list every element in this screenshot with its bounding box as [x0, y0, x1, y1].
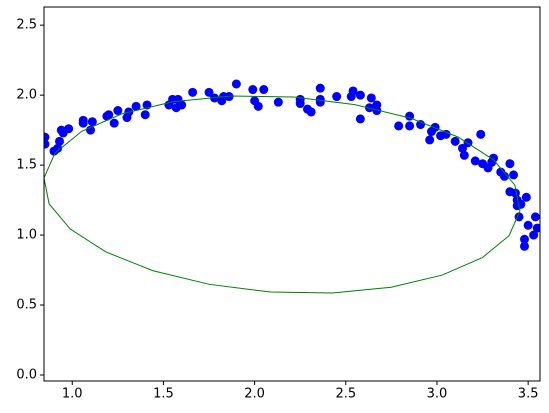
y-tick-label: 2.0: [16, 88, 37, 103]
data-point: [366, 93, 376, 103]
data-point: [295, 99, 305, 109]
x-tick-label: 2.5: [335, 387, 356, 402]
data-point: [489, 153, 498, 163]
data-point: [430, 122, 440, 132]
data-point: [131, 101, 141, 111]
data-point: [405, 121, 415, 131]
x-tick-label: 1.0: [62, 387, 83, 402]
plot-area: [44, 79, 540, 294]
x-tick-label: 3.5: [518, 387, 539, 402]
data-point: [53, 143, 63, 153]
data-point: [140, 110, 150, 120]
data-point: [78, 115, 88, 125]
data-point: [177, 100, 187, 110]
data-point: [416, 120, 426, 130]
data-point: [348, 86, 358, 96]
data-point: [394, 121, 404, 131]
data-point: [372, 106, 382, 116]
data-point: [204, 87, 214, 97]
data-point: [520, 234, 529, 244]
data-point: [44, 132, 50, 142]
y-tick-label: 2.5: [16, 18, 37, 33]
x-tick-label: 1.5: [153, 387, 174, 402]
data-point: [56, 125, 66, 135]
y-tick-label: 0.5: [16, 298, 37, 313]
data-point: [509, 170, 519, 180]
y-tick-label: 1.5: [16, 158, 37, 173]
data-point: [306, 107, 316, 117]
data-point: [499, 171, 509, 181]
data-point: [441, 129, 451, 139]
fit-ellipse: [44, 95, 521, 294]
data-point: [458, 143, 467, 153]
data-point: [231, 79, 241, 89]
data-point: [476, 129, 486, 139]
data-point: [355, 90, 365, 100]
data-point: [355, 114, 365, 124]
y-tick-label: 1.0: [16, 228, 37, 243]
data-point: [64, 124, 74, 134]
data-point: [44, 139, 50, 149]
data-point: [109, 118, 119, 128]
data-point: [315, 97, 325, 107]
data-point: [450, 136, 460, 146]
data-point: [520, 241, 529, 251]
data-point: [315, 83, 325, 93]
data-point: [188, 87, 198, 97]
x-tick-label: 3.0: [427, 387, 448, 402]
data-point: [529, 230, 539, 240]
data-point: [523, 220, 533, 230]
data-point: [470, 156, 480, 166]
data-point: [521, 192, 531, 202]
data-point: [425, 135, 435, 145]
x-tick-label: 2.0: [244, 387, 265, 402]
data-point: [248, 85, 258, 95]
data-point: [259, 85, 269, 95]
y-tick-label: 0.0: [16, 367, 37, 382]
data-point: [532, 223, 540, 233]
data-point: [253, 101, 263, 111]
data-point: [104, 110, 114, 120]
data-point: [505, 159, 515, 169]
data-point: [332, 92, 342, 102]
data-point: [530, 212, 540, 222]
axes-frame: [43, 6, 541, 382]
data-point: [55, 136, 64, 146]
data-point: [459, 150, 469, 160]
data-point: [273, 97, 283, 107]
data-point: [510, 188, 520, 198]
data-point: [113, 106, 123, 116]
data-point: [87, 117, 97, 127]
data-point: [86, 125, 95, 135]
